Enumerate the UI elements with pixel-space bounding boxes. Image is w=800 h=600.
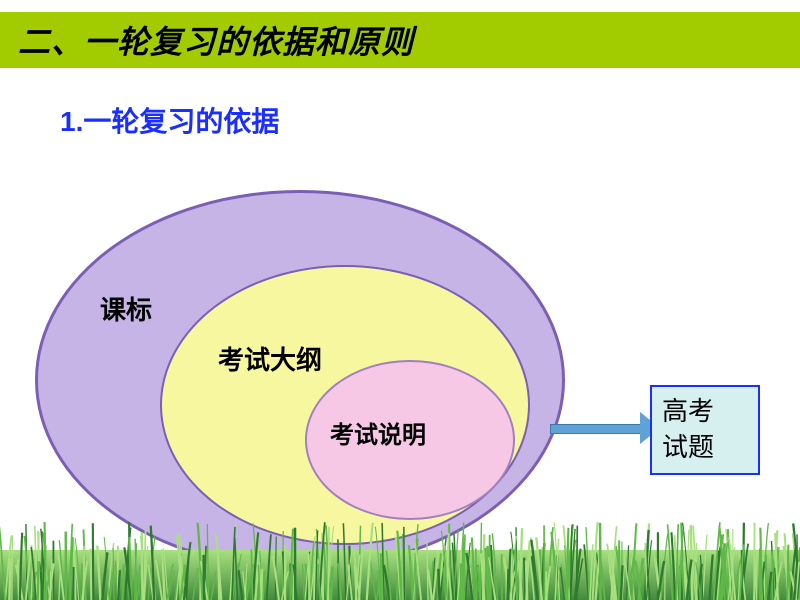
- result-box-line1: 高考: [662, 394, 758, 430]
- label-inner: 考试说明: [330, 415, 426, 450]
- arrow-line: [550, 424, 642, 434]
- header-title: 二、一轮复习的依据和原则: [0, 17, 414, 63]
- result-box: 高考 试题: [650, 385, 760, 475]
- label-outer: 课标: [100, 290, 152, 327]
- header-bar: 二、一轮复习的依据和原则: [0, 12, 800, 68]
- label-middle: 考试大纲: [218, 340, 322, 377]
- result-box-line2: 试题: [662, 430, 758, 466]
- slide: 二、一轮复习的依据和原则 1.一轮复习的依据 课标 考试大纲 考试说明 高考 试…: [0, 0, 800, 600]
- subtitle: 1.一轮复习的依据: [60, 100, 279, 140]
- grass-svg: [0, 510, 800, 600]
- grass-bg: [0, 510, 800, 600]
